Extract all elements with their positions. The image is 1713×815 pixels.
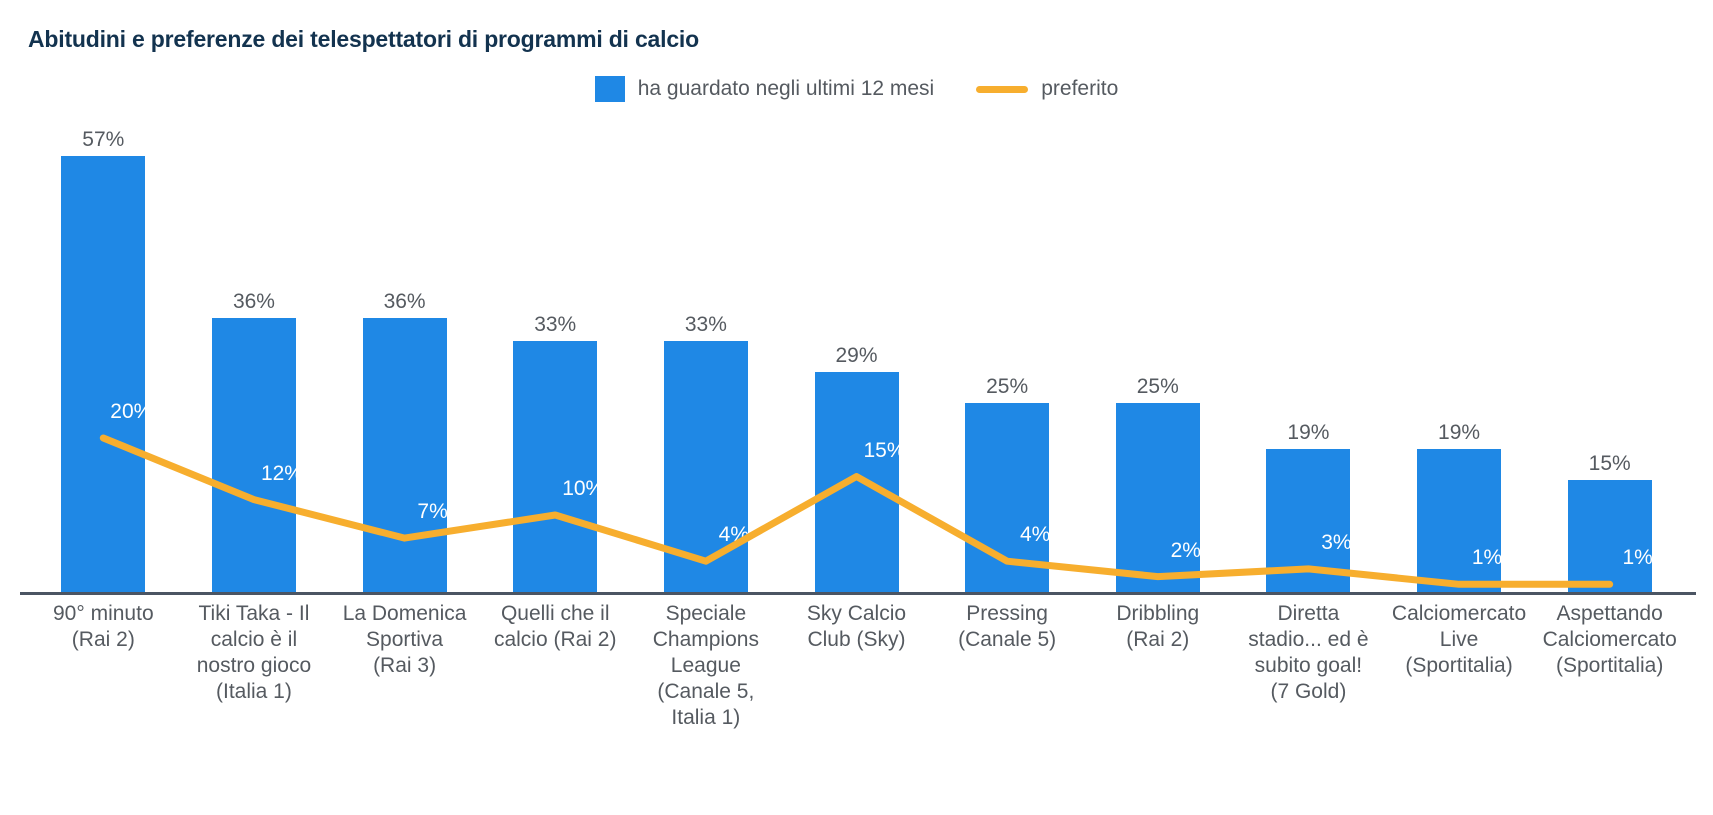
bar-value-label: 33%: [534, 312, 577, 336]
legend-label-bar: ha guardato negli ultimi 12 mesi: [637, 77, 935, 100]
x-axis-label-line: Aspettando: [1556, 602, 1663, 625]
bar[interactable]: [1567, 479, 1652, 595]
x-axis-label-line: Pressing: [966, 602, 1048, 625]
x-axis-label-line: Tiki Taka - Il: [198, 602, 310, 625]
x-axis-label-line: League: [670, 654, 741, 677]
x-axis-label: Diretta stadio... ed è subito goal! (7 Gold…: [1233, 601, 1384, 705]
bar[interactable]: [211, 317, 296, 595]
x-axis-label-line: (Italia 1): [216, 680, 292, 703]
bar-value-label: 19%: [1287, 420, 1330, 444]
x-axis-label-line: La Domenica: [342, 602, 467, 625]
x-axis-label-line: Quelli che il: [500, 602, 610, 625]
x-axis-label-line: (Rai 2): [1126, 628, 1190, 651]
x-axis-label-line: (Canale 5,: [657, 680, 755, 703]
x-axis-label: Quelli che il calcio (Rai 2): [480, 601, 631, 653]
x-axis-label: Dribbling (Rai 2): [1082, 601, 1233, 653]
legend-label-line: preferito: [1041, 77, 1119, 100]
x-axis-label-line: Diretta: [1277, 602, 1340, 625]
x-axis-label-line: Calciomercato: [1542, 628, 1677, 651]
bar[interactable]: [814, 371, 899, 595]
x-axis-label-line: (Rai 3): [373, 654, 437, 677]
x-axis-label-line: Speciale: [665, 602, 747, 625]
x-axis-label-line: 90° minuto: [53, 602, 154, 625]
x-axis-label-line: Calciomercato: [1391, 602, 1527, 625]
bar-value-label: 25%: [986, 374, 1029, 398]
x-axis-label: Tiki Taka - Il calcio è il nostro gioco (It…: [179, 601, 330, 705]
x-axis-label: Sky Calcio Club (Sky): [781, 601, 932, 653]
x-axis-label-line: nostro gioco: [196, 654, 312, 677]
bar-slot: 57%: [61, 128, 146, 595]
bar-slot: 19%: [1417, 130, 1502, 595]
bar-slot: 36%: [211, 130, 296, 595]
x-axis-label-line: (Sportitalia): [1555, 654, 1664, 677]
bar-slot: 25%: [1115, 130, 1200, 595]
legend-item-bar[interactable]: ha guardato negli ultimi 12 mesi: [594, 76, 935, 102]
x-axis-label-line: Live: [1439, 628, 1479, 651]
bar[interactable]: [61, 156, 146, 595]
bar[interactable]: [965, 402, 1050, 595]
x-axis-label-line: subito goal!: [1254, 654, 1363, 677]
bar-value-label: 25%: [1136, 374, 1179, 398]
bar-value-label: 33%: [684, 312, 727, 336]
x-axis-labels: 90° minuto (Rai 2) Tiki Taka - Il calcio è …: [28, 601, 1685, 801]
x-axis-label: 90° minuto (Rai 2): [28, 601, 179, 653]
bar[interactable]: [513, 340, 598, 595]
bar-slot: 25%: [965, 130, 1050, 595]
bar-slot: 19%: [1266, 130, 1351, 595]
bar-swatch-icon: [594, 76, 625, 102]
x-axis-label-line: Sky Calcio: [806, 602, 907, 625]
bar-value-label: 19%: [1438, 420, 1481, 444]
bar-value-label: 29%: [835, 343, 878, 367]
x-axis-label: Pressing (Canale 5): [932, 601, 1083, 653]
line-swatch-icon: [976, 85, 1029, 93]
bar-value-label: 57%: [82, 128, 125, 152]
x-axis-label-line: (Rai 2): [71, 628, 135, 651]
chart-title: Abitudini e preferenze dei telespettator…: [28, 26, 699, 52]
x-axis-label: Aspettando Calciomercato (Sportitalia): [1534, 601, 1685, 679]
chart-legend: ha guardato negli ultimi 12 mesi preferi…: [0, 76, 1713, 102]
x-axis-label-line: (Sportitalia): [1405, 654, 1513, 677]
x-axis-label-line: (Canale 5): [958, 628, 1057, 651]
bar[interactable]: [362, 317, 447, 595]
x-axis-label-line: (7 Gold): [1270, 680, 1347, 703]
x-axis-label-line: Italia 1): [671, 706, 741, 729]
bar-slot: 36%: [362, 130, 447, 595]
bar-slot: 33%: [663, 130, 748, 595]
bar[interactable]: [1266, 448, 1351, 595]
bar-slot: 15%: [1567, 130, 1652, 595]
x-axis-line: [20, 592, 1696, 595]
bar-value-label: 36%: [383, 289, 426, 313]
x-axis-label-line: calcio (Rai 2): [493, 628, 617, 651]
x-axis-label-line: Dribbling: [1116, 602, 1200, 625]
x-axis-label: Speciale Champions League (Canale 5, Italia …: [631, 601, 782, 731]
bar-value-label: 36%: [232, 289, 275, 313]
x-axis-label-line: Champions: [652, 628, 759, 651]
x-axis-label-line: Sportiva: [366, 628, 444, 651]
bar-slot: 29%: [814, 130, 899, 595]
bar[interactable]: [663, 340, 748, 595]
x-axis-label-line: stadio... ed è: [1248, 628, 1369, 651]
bars-layer: 57% 20% 36% 12% 36% 7% 33% 10% 33% 4% 29% 15% 25% 4% 2…: [28, 128, 1685, 595]
x-axis-label: La Domenica Sportiva (Rai 3): [329, 601, 480, 679]
x-axis-label: Calciomercato Live (Sportitalia): [1384, 601, 1535, 679]
legend-item-line[interactable]: preferito: [976, 77, 1118, 101]
bar-slot: 33%: [513, 130, 598, 595]
x-axis-label-line: calcio è il: [210, 628, 298, 651]
bar[interactable]: [1417, 448, 1502, 595]
bar[interactable]: [1115, 402, 1200, 595]
bar-value-label: 15%: [1588, 451, 1631, 475]
x-axis-label-line: Club (Sky): [807, 628, 906, 651]
